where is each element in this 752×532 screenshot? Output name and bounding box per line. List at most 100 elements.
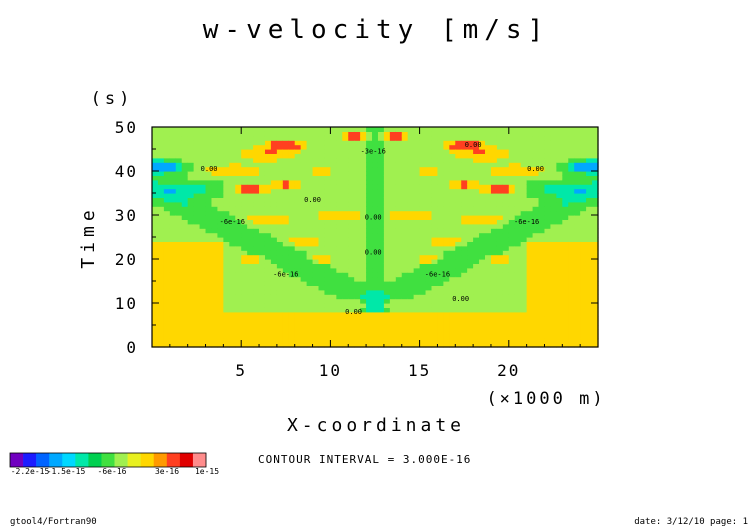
heatmap-cell bbox=[205, 259, 213, 264]
heatmap-cell bbox=[163, 281, 171, 286]
heatmap-cell bbox=[413, 197, 421, 203]
heatmap-cell bbox=[259, 333, 266, 339]
heatmap-cell bbox=[526, 289, 534, 295]
heatmap-cell bbox=[425, 294, 433, 300]
heatmap-cell bbox=[437, 127, 444, 132]
heatmap-cell bbox=[479, 153, 486, 159]
heatmap-cell bbox=[318, 316, 326, 322]
heatmap-cell bbox=[229, 171, 236, 176]
heatmap-cell bbox=[253, 135, 260, 141]
heatmap-cell bbox=[592, 307, 599, 313]
heatmap-cell bbox=[318, 144, 326, 150]
heatmap-cell bbox=[318, 281, 326, 286]
heatmap-cell bbox=[336, 245, 343, 251]
heatmap-cell bbox=[193, 149, 201, 154]
heatmap-cell bbox=[259, 149, 266, 154]
heatmap-cell bbox=[175, 285, 183, 291]
heatmap-cell bbox=[306, 144, 314, 150]
heatmap-cell bbox=[157, 197, 165, 203]
heatmap-cell bbox=[490, 201, 498, 207]
heatmap-cell bbox=[467, 184, 474, 190]
heatmap-cell bbox=[366, 188, 373, 194]
colorbar-swatch bbox=[127, 453, 141, 467]
heatmap-cell bbox=[419, 245, 427, 251]
heatmap-cell bbox=[574, 307, 581, 313]
heatmap-cell bbox=[383, 276, 391, 282]
heatmap-cell bbox=[259, 254, 266, 260]
heatmap-cell bbox=[377, 188, 385, 194]
heatmap-cell bbox=[294, 289, 302, 295]
heatmap-cell bbox=[389, 197, 397, 203]
heatmap-cell bbox=[360, 184, 367, 190]
heatmap-cell bbox=[496, 259, 504, 264]
heatmap-cell bbox=[407, 171, 415, 176]
heatmap-cell bbox=[574, 272, 581, 278]
heatmap-cell bbox=[348, 342, 355, 348]
heatmap-cell bbox=[508, 201, 516, 207]
heatmap-cell bbox=[306, 153, 314, 159]
heatmap-cell bbox=[312, 127, 320, 132]
heatmap-cell bbox=[467, 245, 474, 251]
heatmap-cell bbox=[241, 219, 248, 225]
heatmap-cell bbox=[431, 197, 439, 203]
heatmap-cell bbox=[520, 272, 528, 278]
heatmap-cell bbox=[443, 311, 450, 317]
heatmap-cell bbox=[377, 184, 385, 190]
heatmap-cell bbox=[282, 316, 290, 322]
heatmap-cell bbox=[514, 263, 522, 269]
heatmap-cell bbox=[247, 175, 254, 181]
heatmap-cell bbox=[520, 171, 528, 176]
heatmap-cell bbox=[437, 171, 444, 176]
heatmap-cell bbox=[270, 254, 278, 260]
heatmap-cell bbox=[229, 215, 236, 220]
heatmap-cell bbox=[193, 131, 201, 137]
heatmap-cell bbox=[282, 267, 290, 273]
heatmap-cell bbox=[217, 263, 224, 269]
heatmap-cell bbox=[479, 175, 486, 181]
heatmap-cell bbox=[253, 157, 260, 163]
heatmap-cell bbox=[259, 179, 266, 185]
heatmap-cell bbox=[419, 316, 427, 322]
heatmap-cell bbox=[318, 241, 326, 247]
heatmap-cell bbox=[377, 140, 385, 146]
heatmap-cell bbox=[288, 325, 296, 330]
heatmap-cell bbox=[360, 171, 367, 176]
heatmap-cell bbox=[532, 298, 540, 304]
heatmap-cell bbox=[223, 219, 230, 225]
heatmap-cell bbox=[199, 127, 207, 132]
heatmap-cell bbox=[538, 153, 546, 159]
heatmap-cell bbox=[496, 127, 504, 132]
heatmap-cell bbox=[282, 250, 290, 256]
heatmap-cell bbox=[348, 285, 355, 291]
heatmap-cell bbox=[342, 162, 349, 168]
heatmap-cell bbox=[586, 250, 593, 256]
heatmap-cell bbox=[211, 171, 219, 176]
heatmap-cell bbox=[276, 276, 284, 282]
heatmap-cell bbox=[443, 298, 450, 304]
heatmap-cell bbox=[550, 144, 557, 150]
heatmap-cell bbox=[259, 127, 266, 132]
heatmap-cell bbox=[318, 294, 326, 300]
heatmap-cell bbox=[473, 333, 480, 339]
heatmap-cell bbox=[324, 171, 331, 176]
heatmap-cell bbox=[152, 149, 159, 154]
heatmap-cell bbox=[508, 232, 516, 238]
heatmap-cell bbox=[455, 281, 462, 286]
heatmap-cell bbox=[443, 316, 450, 322]
heatmap-cell bbox=[443, 272, 450, 278]
heatmap-cell bbox=[241, 193, 248, 198]
heatmap-cell bbox=[520, 215, 528, 220]
heatmap-cell bbox=[562, 157, 569, 163]
heatmap-cell bbox=[181, 140, 189, 146]
heatmap-cell bbox=[490, 171, 498, 176]
heatmap-cell bbox=[330, 241, 337, 247]
heatmap-cell bbox=[443, 320, 450, 326]
heatmap-cell bbox=[490, 267, 498, 273]
heatmap-cell bbox=[526, 294, 534, 300]
heatmap-cell bbox=[455, 342, 462, 348]
heatmap-cell bbox=[461, 267, 468, 273]
heatmap-cell bbox=[211, 241, 219, 247]
heatmap-cell bbox=[592, 281, 599, 286]
heatmap-cell bbox=[336, 127, 343, 132]
heatmap-cell bbox=[229, 311, 236, 317]
